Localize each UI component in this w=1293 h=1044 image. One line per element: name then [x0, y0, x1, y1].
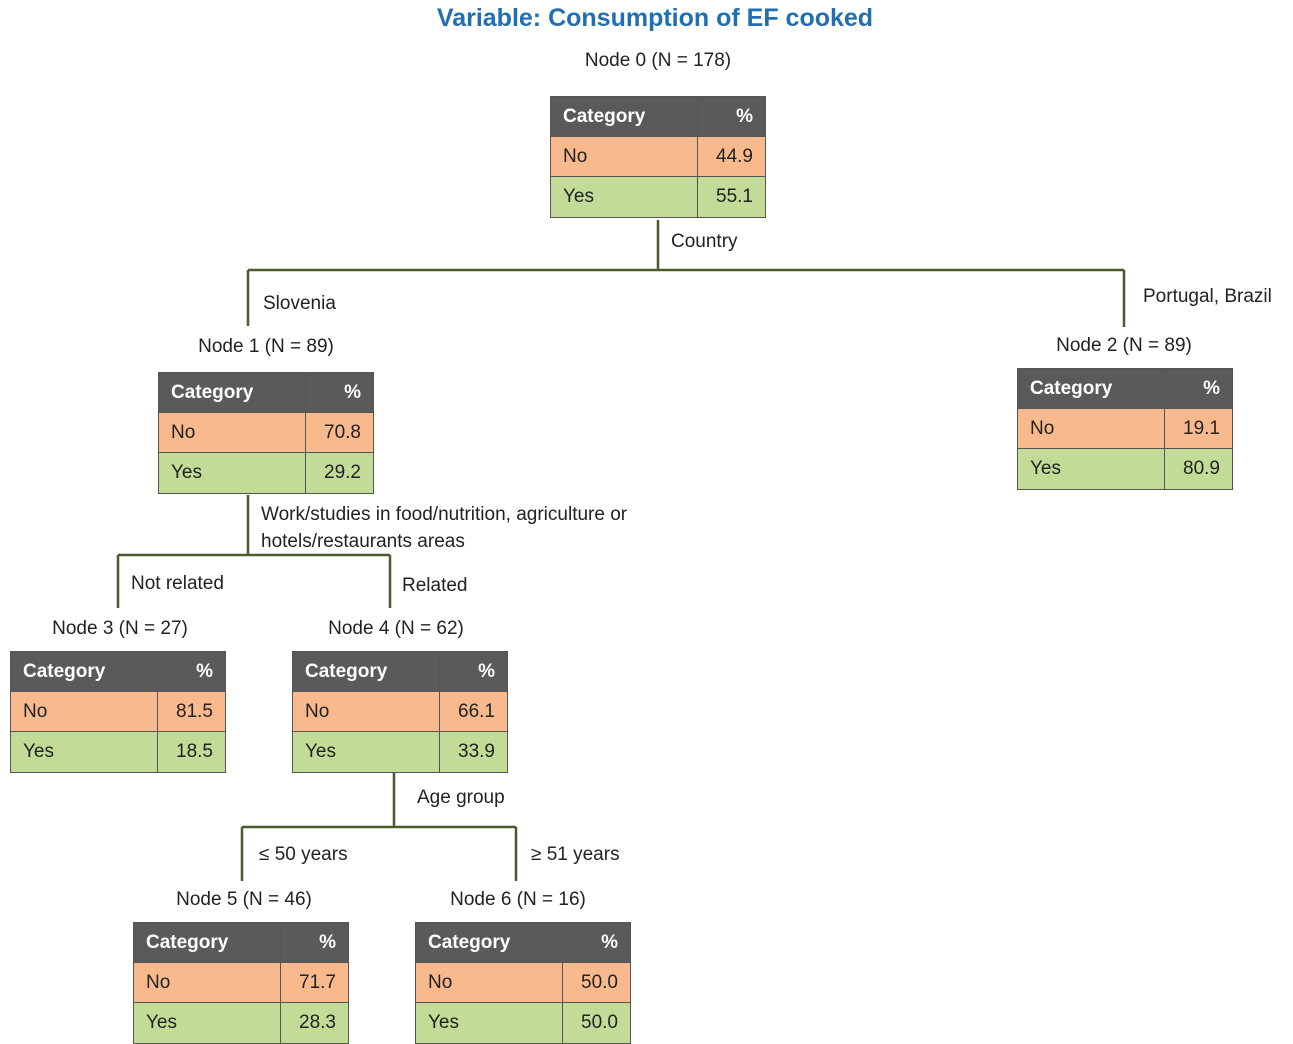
- split-age-group-label: Age group: [417, 787, 505, 808]
- row-no-value: 71.7: [281, 963, 348, 1003]
- node-0-label: Node 0 (N = 178): [584, 50, 732, 71]
- branch-slovenia-label: Slovenia: [263, 293, 336, 314]
- header-category: Category: [293, 652, 440, 692]
- row-yes-label: Yes: [293, 732, 440, 772]
- row-yes-label: Yes: [551, 177, 698, 217]
- row-yes-value: 50.0: [563, 1003, 630, 1043]
- node-4-table: Category % No 66.1 Yes 33.9: [292, 651, 508, 773]
- node-1-label: Node 1 (N = 89): [198, 336, 334, 357]
- header-category: Category: [1018, 369, 1165, 409]
- node-5-label: Node 5 (N = 46): [176, 889, 312, 910]
- header-category: Category: [551, 97, 698, 137]
- row-no-value: 70.8: [306, 413, 373, 453]
- split-country-label: Country: [671, 231, 738, 252]
- row-no-value: 19.1: [1165, 409, 1232, 449]
- row-no-label: No: [551, 137, 698, 177]
- edge-node4-split: [240, 773, 518, 881]
- row-yes-value: 80.9: [1165, 449, 1232, 489]
- node-1-table: Category % No 70.8 Yes 29.2: [158, 372, 374, 494]
- header-category: Category: [159, 373, 306, 413]
- row-yes-value: 55.1: [698, 177, 765, 217]
- header-percent: %: [563, 923, 630, 963]
- row-yes-value: 33.9: [440, 732, 507, 772]
- branch-related-label: Related: [402, 575, 468, 596]
- row-no-value: 50.0: [563, 963, 630, 1003]
- branch-not-related-label: Not related: [131, 573, 224, 594]
- header-category: Category: [11, 652, 158, 692]
- header-percent: %: [440, 652, 507, 692]
- row-yes-value: 29.2: [306, 453, 373, 493]
- branch-portugal-brazil-label: Portugal, Brazil: [1143, 286, 1272, 307]
- row-yes-value: 18.5: [158, 732, 225, 772]
- row-no-value: 44.9: [698, 137, 765, 177]
- header-percent: %: [306, 373, 373, 413]
- split-work-label-line1: Work/studies in food/nutrition, agricult…: [261, 504, 628, 525]
- row-no-label: No: [159, 413, 306, 453]
- row-yes-label: Yes: [159, 453, 306, 493]
- branch-ge51-label: ≥ 51 years: [531, 844, 620, 865]
- node-4-label: Node 4 (N = 62): [328, 618, 464, 639]
- split-work-label-line2: hotels/restaurants areas: [261, 531, 465, 552]
- row-no-label: No: [134, 963, 281, 1003]
- edge-node1-split: [116, 495, 392, 608]
- header-percent: %: [1165, 369, 1232, 409]
- node-2-table: Category % No 19.1 Yes 80.9: [1017, 368, 1233, 490]
- header-category: Category: [134, 923, 281, 963]
- header-percent: %: [281, 923, 348, 963]
- node-5-table: Category % No 71.7 Yes 28.3: [133, 922, 349, 1044]
- row-no-label: No: [1018, 409, 1165, 449]
- row-yes-label: Yes: [1018, 449, 1165, 489]
- node-2-label: Node 2 (N = 89): [1056, 335, 1192, 356]
- header-percent: %: [158, 652, 225, 692]
- row-no-label: No: [11, 692, 158, 732]
- node-6-label: Node 6 (N = 16): [450, 889, 586, 910]
- row-no-label: No: [416, 963, 563, 1003]
- header-percent: %: [698, 97, 765, 137]
- row-yes-label: Yes: [134, 1003, 281, 1043]
- edge-node0-split: [246, 220, 1126, 327]
- branch-le50-label: ≤ 50 years: [259, 844, 348, 865]
- node-3-label: Node 3 (N = 27): [52, 618, 188, 639]
- header-category: Category: [416, 923, 563, 963]
- row-no-value: 66.1: [440, 692, 507, 732]
- node-6-table: Category % No 50.0 Yes 50.0: [415, 922, 631, 1044]
- row-yes-label: Yes: [416, 1003, 563, 1043]
- row-yes-label: Yes: [11, 732, 158, 772]
- row-no-value: 81.5: [158, 692, 225, 732]
- row-no-label: No: [293, 692, 440, 732]
- node-0-table: Category % No 44.9 Yes 55.1: [550, 96, 766, 218]
- node-3-table: Category % No 81.5 Yes 18.5: [10, 651, 226, 773]
- row-yes-value: 28.3: [281, 1003, 348, 1043]
- diagram-title: Variable: Consumption of EF cooked: [436, 4, 874, 32]
